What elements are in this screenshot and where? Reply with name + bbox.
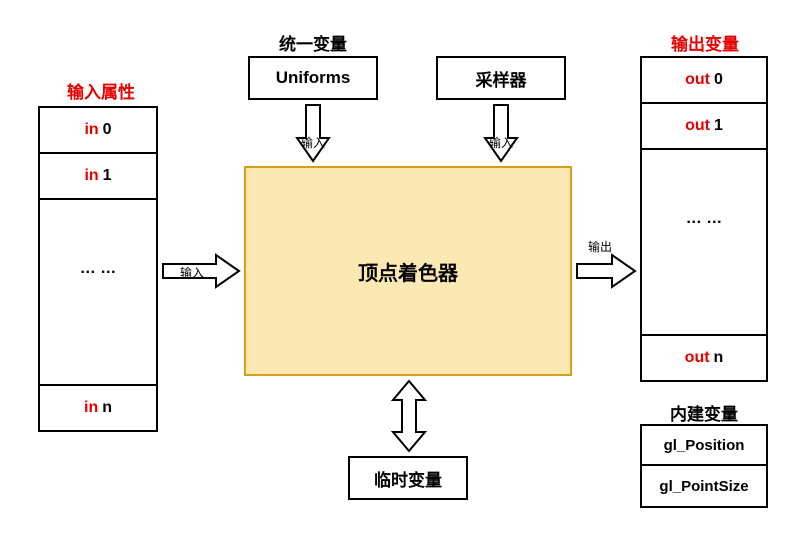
- arrow-right-label: 输出: [588, 238, 612, 255]
- builtins-title: 内建变量: [664, 400, 744, 425]
- shader-box: 顶点着色器: [244, 166, 572, 376]
- outputs-stack: out 0 out 1 … … out n: [640, 56, 768, 382]
- input-cell: in 0: [40, 108, 156, 154]
- inputs-stack: in 0 in 1 … … in n: [38, 106, 158, 432]
- uniforms-box: Uniforms: [248, 56, 378, 100]
- sampler-box: 采样器: [436, 56, 566, 100]
- output-suffix: 0: [714, 71, 723, 89]
- arrow-left-label: 输入: [180, 264, 204, 281]
- arrow-double-temp: [392, 380, 426, 452]
- arrow-right: [576, 254, 636, 288]
- input-prefix: in: [84, 121, 98, 139]
- output-cell: out 1: [642, 104, 766, 150]
- input-suffix: 1: [103, 167, 112, 185]
- uniforms-title: 统一变量: [268, 30, 358, 55]
- outputs-title: 输出变量: [660, 30, 750, 55]
- output-prefix: out: [685, 117, 710, 135]
- input-prefix: in: [84, 399, 98, 417]
- builtin-label: gl_PointSize: [659, 478, 748, 495]
- builtin-label: gl_Position: [664, 437, 745, 454]
- input-prefix: in: [84, 167, 98, 185]
- arrow-top-sampler-label: 输入: [489, 134, 513, 151]
- inputs-title: 输入属性: [56, 78, 146, 103]
- input-cell-ellipsis: … …: [40, 200, 156, 338]
- temp-label: 临时变量: [374, 466, 442, 491]
- input-ellipsis: … …: [80, 260, 116, 278]
- output-cell: out 0: [642, 58, 766, 104]
- sampler-label: 采样器: [476, 66, 527, 91]
- input-cell: in 1: [40, 154, 156, 200]
- output-prefix: out: [685, 71, 710, 89]
- arrow-top-uniforms-label: 输入: [301, 134, 325, 151]
- output-cell-ellipsis: … …: [642, 150, 766, 288]
- builtins-stack: gl_Position gl_PointSize: [640, 424, 768, 508]
- input-suffix: 0: [103, 121, 112, 139]
- output-cell: out n: [642, 334, 766, 380]
- output-suffix: 1: [714, 117, 723, 135]
- output-ellipsis: … …: [686, 210, 722, 228]
- output-prefix: out: [685, 349, 710, 367]
- input-cell: in n: [40, 384, 156, 430]
- builtin-cell: gl_Position: [642, 426, 766, 466]
- uniforms-label: Uniforms: [276, 68, 351, 88]
- input-suffix: n: [102, 399, 112, 417]
- shader-label: 顶点着色器: [358, 257, 458, 286]
- temp-box: 临时变量: [348, 456, 468, 500]
- arrow-top-uniforms: [296, 104, 330, 162]
- builtin-cell: gl_PointSize: [642, 466, 766, 506]
- output-suffix: n: [714, 349, 724, 367]
- arrow-top-sampler: [484, 104, 518, 162]
